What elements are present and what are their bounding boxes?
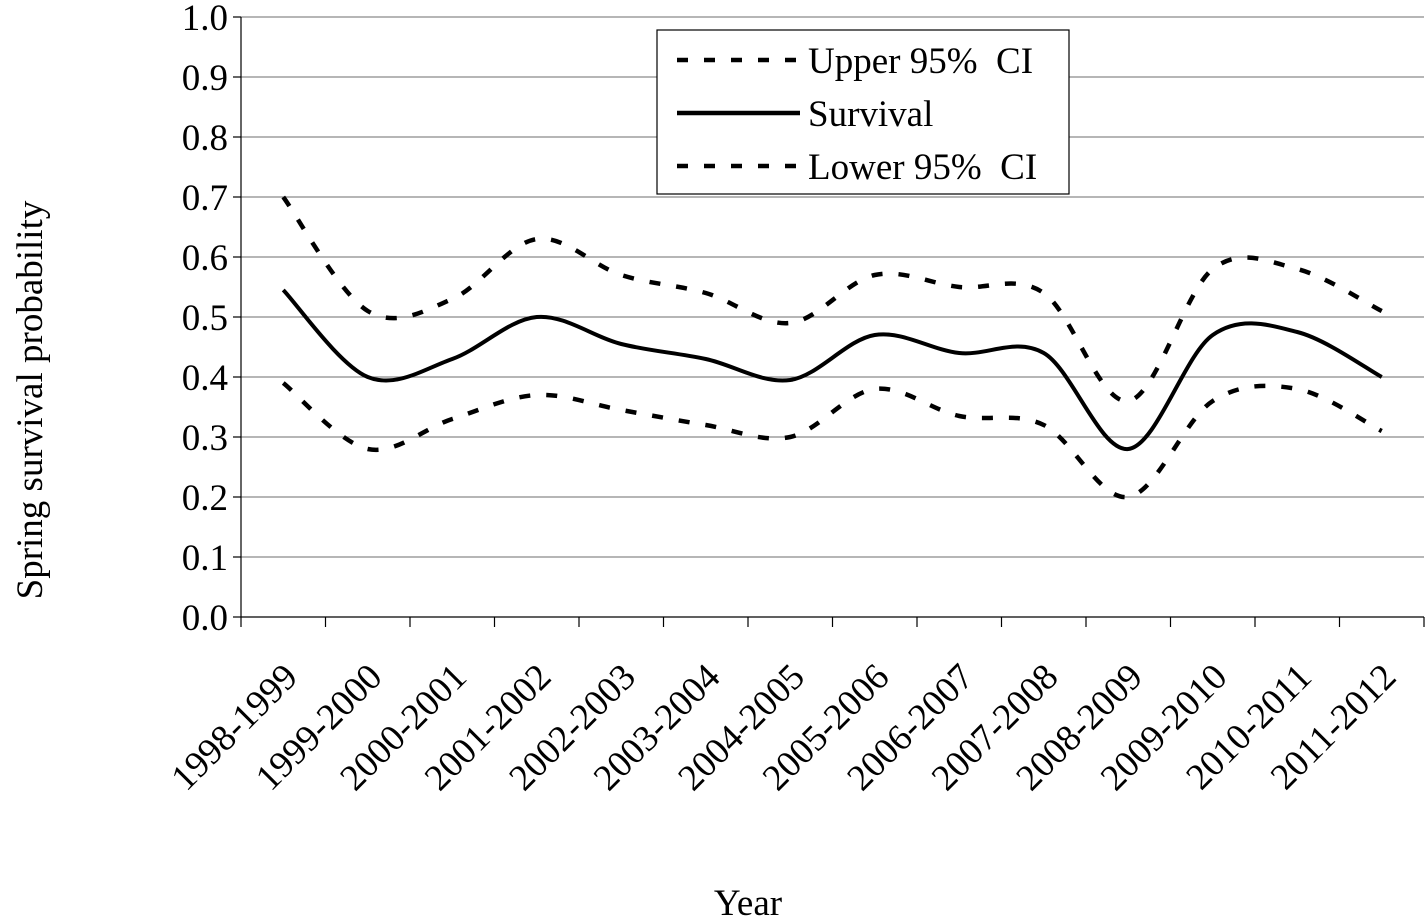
y-tick-label: 0.0 [182, 598, 228, 639]
legend: Upper 95% CI Survival Lower 95% CI [656, 29, 1070, 195]
y-tick-label: 0.1 [182, 538, 228, 579]
y-tick-label: 0.2 [182, 478, 228, 519]
y-tick-label: 0.8 [182, 118, 228, 159]
legend-label: Upper 95% CI [808, 41, 1033, 82]
y-tick-label: 0.3 [182, 418, 228, 459]
x-axis-label: Year [714, 883, 782, 924]
series-line-survival [281, 288, 1383, 451]
y-tick-label: 0.4 [182, 358, 228, 399]
y-axis-label: Spring survival probability [10, 200, 51, 599]
legend-label: Survival [808, 94, 933, 135]
y-tick-labels: 0.0 0.1 0.2 0.3 0.4 0.5 0.6 0.7 0.8 0.9 1.0 [182, 0, 241, 639]
y-tick-label: 0.7 [182, 178, 228, 219]
x-tick-labels: 1998-19991999-20002000-20012001-20022002… [164, 617, 1425, 799]
series-lines [281, 195, 1383, 500]
y-tick-label: 0.6 [182, 238, 228, 279]
y-tick-label: 0.5 [182, 298, 228, 339]
series-line-upper-95-ci [281, 195, 1383, 404]
legend-label: Lower 95% CI [808, 147, 1037, 188]
series-line-lower-95-ci [281, 381, 1383, 500]
y-tick-label: 0.9 [182, 58, 228, 99]
y-tick-label: 1.0 [182, 0, 228, 39]
